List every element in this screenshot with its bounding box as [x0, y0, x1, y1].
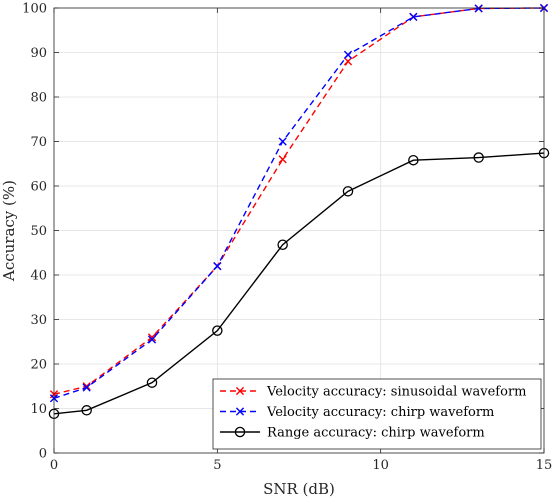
y-tick-label: 20: [30, 358, 47, 373]
legend-label: Range accuracy: chirp waveform: [267, 426, 485, 441]
data-point-x-marker: [147, 335, 157, 344]
data-point-x-marker: [474, 4, 483, 13]
legend-label: Velocity accuracy: sinusoidal waveform: [266, 385, 527, 400]
y-tick-label: 10: [30, 402, 47, 417]
data-point-x-marker: [82, 383, 91, 392]
legend-item: Velocity accuracy: chirp waveform: [220, 405, 494, 420]
y-tick-label: 70: [30, 135, 47, 150]
x-tick-label: 0: [50, 458, 58, 473]
data-point-circle-marker: [81, 405, 92, 416]
data-point-circle-marker: [342, 186, 354, 197]
y-tick-label: 30: [30, 313, 47, 328]
y-tick-label: 100: [22, 2, 47, 17]
legend-label: Velocity accuracy: chirp waveform: [266, 405, 494, 420]
y-axis-label: Accuracy (%): [0, 180, 18, 282]
data-point-x-marker: [409, 12, 418, 21]
data-point-circle-marker: [234, 426, 246, 438]
y-tick-label: 90: [30, 46, 47, 61]
data-point-x-marker: [343, 57, 353, 66]
x-axis-label: SNR (dB): [263, 480, 335, 498]
data-point-circle-marker: [277, 239, 288, 250]
data-point-circle-marker: [212, 325, 223, 336]
data-point-x-marker: [278, 137, 287, 146]
x-tick-label: 15: [536, 458, 552, 473]
data-point-x-marker: [235, 407, 245, 416]
data-point-x-marker: [278, 155, 287, 164]
data-point-circle-marker: [408, 154, 419, 166]
data-point-x-marker: [213, 262, 222, 271]
series-line: [53, 7, 545, 395]
x-tick-label: 5: [213, 458, 221, 473]
y-tick-label: 40: [30, 269, 47, 284]
data-point-circle-marker: [146, 377, 158, 388]
x-tick-label: 10: [372, 458, 389, 473]
y-tick-label: 80: [30, 91, 47, 106]
series-line: [53, 152, 545, 415]
data-point-x-marker: [343, 50, 353, 59]
y-tick-label: 60: [30, 180, 47, 195]
legend-item: Velocity accuracy: sinusoidal waveform: [220, 385, 527, 400]
data-point-x-marker: [235, 386, 245, 396]
data-point-x-marker: [147, 333, 157, 342]
legend-item: Range accuracy: chirp waveform: [220, 426, 485, 441]
y-tick-label: 0: [39, 447, 47, 462]
axis-ticks: 0 5 10 15 0 10 20 30 40 50 60 70 80 90 100: [22, 2, 552, 474]
y-tick-label: 50: [30, 224, 47, 239]
legend: Velocity accuracy: sinusoidal waveform Ve…: [212, 378, 542, 450]
data-point-circle-marker: [473, 152, 484, 163]
legend-box: [212, 378, 542, 450]
